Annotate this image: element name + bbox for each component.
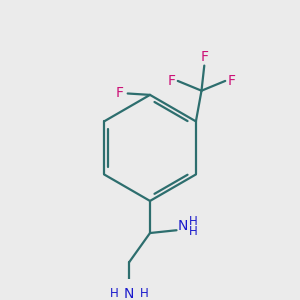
Text: H: H	[110, 287, 118, 300]
Text: H: H	[140, 287, 148, 300]
Text: F: F	[116, 86, 124, 100]
Text: N: N	[178, 219, 188, 233]
Text: H: H	[189, 215, 198, 228]
Text: N: N	[124, 287, 134, 300]
Text: F: F	[227, 74, 236, 88]
Text: H: H	[189, 225, 198, 238]
Text: F: F	[200, 50, 208, 64]
Text: F: F	[167, 74, 175, 88]
